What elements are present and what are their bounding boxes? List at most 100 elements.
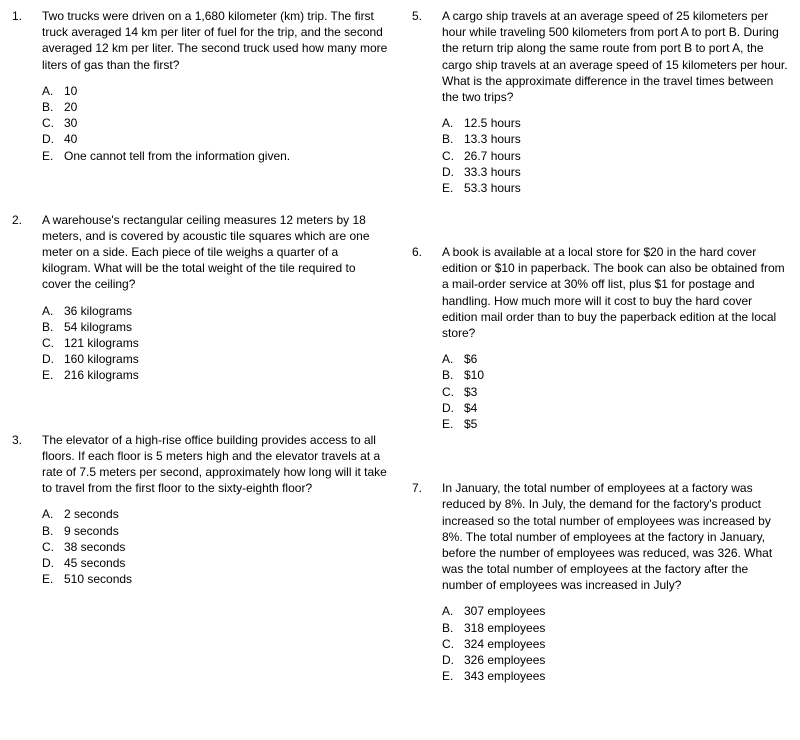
choice: A.36 kilograms <box>42 303 388 319</box>
choice: E.216 kilograms <box>42 367 388 383</box>
choice-letter: C. <box>442 148 464 164</box>
choice-text: $5 <box>464 416 477 432</box>
choice-text: 12.5 hours <box>464 115 521 131</box>
choice-text: 2 seconds <box>64 506 119 522</box>
choice: B.20 <box>42 99 388 115</box>
question: 7.In January, the total number of employ… <box>412 480 788 684</box>
choice: A.2 seconds <box>42 506 388 522</box>
choice-letter: D. <box>42 555 64 571</box>
choice: A.10 <box>42 83 388 99</box>
choice: B.54 kilograms <box>42 319 388 335</box>
question-text: The elevator of a high-rise office build… <box>42 432 388 497</box>
question-body: A cargo ship travels at an average speed… <box>442 8 788 196</box>
choice: D.40 <box>42 131 388 147</box>
choice-text: 510 seconds <box>64 571 132 587</box>
choice-text: $6 <box>464 351 477 367</box>
choices-list: A.10B.20C.30D.40E.One cannot tell from t… <box>42 83 388 164</box>
choice-letter: B. <box>42 99 64 115</box>
choice-text: 160 kilograms <box>64 351 139 367</box>
choice-text: 38 seconds <box>64 539 125 555</box>
choice: D.326 employees <box>442 652 788 668</box>
choice: A.12.5 hours <box>442 115 788 131</box>
choice: E.$5 <box>442 416 788 432</box>
choice-letter: B. <box>42 523 64 539</box>
choice: C.324 employees <box>442 636 788 652</box>
choice: D.$4 <box>442 400 788 416</box>
question: 2.A warehouse's rectangular ceiling meas… <box>12 212 388 384</box>
choices-list: A.12.5 hoursB.13.3 hoursC.26.7 hoursD.33… <box>442 115 788 196</box>
choice-text: $10 <box>464 367 484 383</box>
choice: E.One cannot tell from the information g… <box>42 148 388 164</box>
choice-letter: C. <box>442 384 464 400</box>
choice-letter: D. <box>442 164 464 180</box>
choice-text: 20 <box>64 99 77 115</box>
choice: C.26.7 hours <box>442 148 788 164</box>
question-body: A warehouse's rectangular ceiling measur… <box>42 212 388 384</box>
choice-text: $4 <box>464 400 477 416</box>
choice-letter: E. <box>442 180 464 196</box>
question-body: A book is available at a local store for… <box>442 244 788 432</box>
choice: C.$3 <box>442 384 788 400</box>
choice: C.121 kilograms <box>42 335 388 351</box>
choice-letter: E. <box>442 668 464 684</box>
choice-letter: E. <box>42 148 64 164</box>
choice-text: 40 <box>64 131 77 147</box>
choice-letter: D. <box>42 131 64 147</box>
choice-text: 13.3 hours <box>464 131 521 147</box>
choice: B.13.3 hours <box>442 131 788 147</box>
choice: D.45 seconds <box>42 555 388 571</box>
choice-text: One cannot tell from the information giv… <box>64 148 290 164</box>
choices-list: A.36 kilogramsB.54 kilogramsC.121 kilogr… <box>42 303 388 384</box>
question-text: Two trucks were driven on a 1,680 kilome… <box>42 8 388 73</box>
question-number: 6. <box>412 244 442 432</box>
choice-text: 121 kilograms <box>64 335 139 351</box>
choice-letter: C. <box>442 636 464 652</box>
choice-text: $3 <box>464 384 477 400</box>
choice-text: 10 <box>64 83 77 99</box>
choice-letter: A. <box>42 83 64 99</box>
choice-letter: B. <box>42 319 64 335</box>
question: 6.A book is available at a local store f… <box>412 244 788 432</box>
choice-letter: D. <box>442 652 464 668</box>
question-body: The elevator of a high-rise office build… <box>42 432 388 588</box>
choice-letter: B. <box>442 131 464 147</box>
choices-list: A.307 employeesB.318 employeesC.324 empl… <box>442 603 788 684</box>
choice-letter: A. <box>442 603 464 619</box>
choice-letter: B. <box>442 367 464 383</box>
question-text: A book is available at a local store for… <box>442 244 788 341</box>
choice-letter: A. <box>42 506 64 522</box>
choice-letter: A. <box>442 351 464 367</box>
question: 3.The elevator of a high-rise office bui… <box>12 432 388 588</box>
choice: B.$10 <box>442 367 788 383</box>
question-number: 7. <box>412 480 442 684</box>
choice: D.160 kilograms <box>42 351 388 367</box>
choice-letter: E. <box>442 416 464 432</box>
choice-letter: B. <box>442 620 464 636</box>
choice-letter: E. <box>42 367 64 383</box>
choice-text: 343 employees <box>464 668 545 684</box>
question-text: A cargo ship travels at an average speed… <box>442 8 788 105</box>
choice: C.38 seconds <box>42 539 388 555</box>
choice-letter: C. <box>42 335 64 351</box>
choice-letter: D. <box>442 400 464 416</box>
choice-text: 30 <box>64 115 77 131</box>
choice: C.30 <box>42 115 388 131</box>
choice: E.510 seconds <box>42 571 388 587</box>
choice-text: 45 seconds <box>64 555 125 571</box>
choice-text: 26.7 hours <box>464 148 521 164</box>
choice: B.9 seconds <box>42 523 388 539</box>
question: 5.A cargo ship travels at an average spe… <box>412 8 788 196</box>
choice-text: 318 employees <box>464 620 545 636</box>
choices-list: A.2 secondsB.9 secondsC.38 secondsD.45 s… <box>42 506 388 587</box>
choice-letter: A. <box>42 303 64 319</box>
question-number: 1. <box>12 8 42 164</box>
choice-text: 307 employees <box>464 603 545 619</box>
choice: E.343 employees <box>442 668 788 684</box>
right-column: 5.A cargo ship travels at an average spe… <box>412 8 788 732</box>
choice-text: 324 employees <box>464 636 545 652</box>
question-body: In January, the total number of employee… <box>442 480 788 684</box>
columns-container: 1.Two trucks were driven on a 1,680 kilo… <box>12 8 788 732</box>
question: 1.Two trucks were driven on a 1,680 kilo… <box>12 8 388 164</box>
choice-letter: D. <box>42 351 64 367</box>
question-body: Two trucks were driven on a 1,680 kilome… <box>42 8 388 164</box>
